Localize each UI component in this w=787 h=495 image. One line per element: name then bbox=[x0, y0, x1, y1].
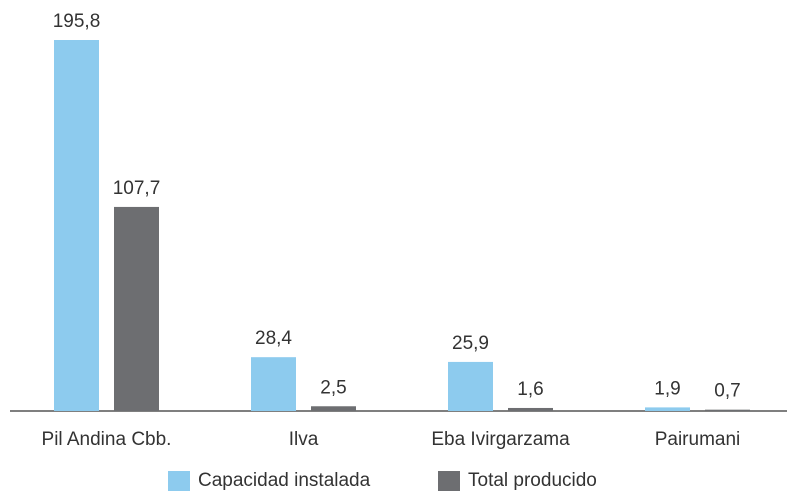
legend-label: Capacidad instalada bbox=[198, 470, 371, 491]
data-label: 28,4 bbox=[255, 328, 292, 349]
x-tick-label: Pairumani bbox=[655, 429, 741, 450]
bar bbox=[114, 206, 159, 411]
x-tick-label: Eba Ivirgarzama bbox=[431, 429, 570, 450]
legend-label: Total producido bbox=[468, 470, 597, 491]
data-label: 25,9 bbox=[452, 333, 489, 354]
bar bbox=[251, 357, 296, 411]
data-label: 195,8 bbox=[53, 11, 101, 32]
data-label: 2,5 bbox=[320, 377, 346, 398]
data-label: 1,9 bbox=[654, 378, 680, 399]
bar bbox=[311, 406, 356, 411]
data-label: 0,7 bbox=[714, 381, 740, 402]
bar bbox=[54, 40, 99, 411]
data-label: 107,7 bbox=[113, 178, 161, 199]
legend-swatch bbox=[438, 471, 460, 491]
legend-swatch bbox=[168, 471, 190, 491]
x-tick-label: Pil Andina Cbb. bbox=[42, 429, 172, 450]
bar bbox=[508, 407, 553, 411]
bar bbox=[705, 409, 750, 411]
data-label: 1,6 bbox=[517, 379, 543, 400]
x-tick-label: Ilva bbox=[289, 429, 319, 450]
bar bbox=[645, 407, 690, 411]
bar bbox=[448, 361, 493, 411]
